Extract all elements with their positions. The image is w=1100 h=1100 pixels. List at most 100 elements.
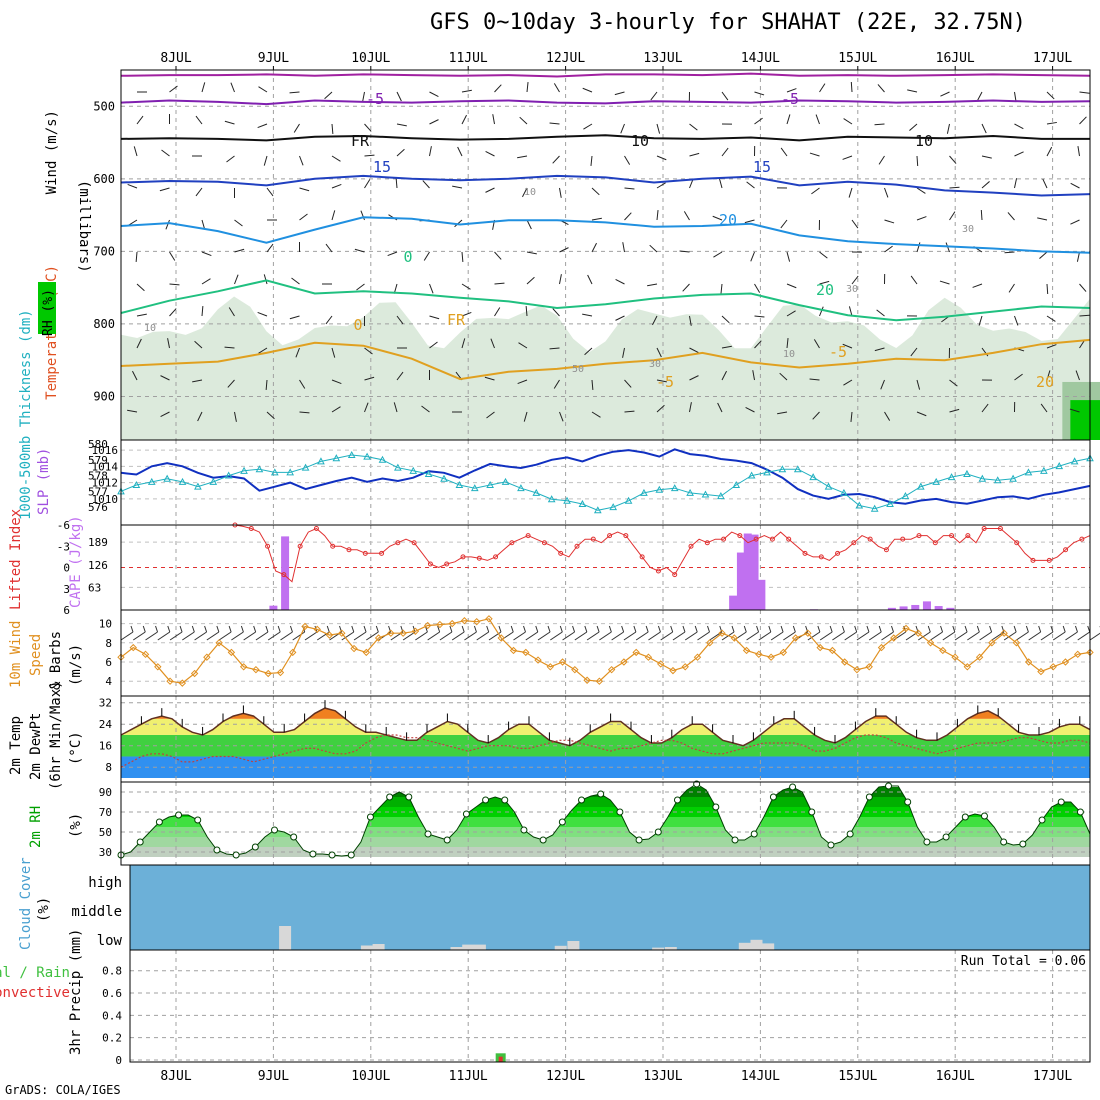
wind-barb — [850, 81, 853, 93]
wind10-marker — [595, 677, 604, 685]
wind10-barb-feather — [878, 625, 882, 633]
wind-barb — [519, 116, 528, 125]
rh-label: 10 — [783, 349, 795, 360]
label-minmax: (6hr Min/Max) — [48, 680, 64, 790]
thickness-marker — [240, 466, 248, 474]
wind-barb — [1079, 116, 1087, 125]
wind-barb — [517, 155, 528, 159]
cape-bar — [736, 552, 745, 610]
wind-barb — [622, 347, 625, 358]
wind-barb — [429, 119, 439, 125]
wind-barb — [258, 347, 268, 354]
wind10-barb-feather — [363, 625, 367, 633]
wind10-barb — [697, 631, 710, 641]
lifted-index-marker — [1079, 536, 1085, 542]
wind10-barb-feather — [1025, 625, 1029, 633]
wind-barb — [624, 410, 635, 413]
wind-barb — [429, 283, 434, 294]
wind-barb — [652, 315, 658, 326]
wind-barb — [331, 347, 336, 358]
wind-barb — [874, 347, 885, 352]
wind-barb — [809, 152, 820, 157]
thickness-line — [120, 454, 1091, 511]
wind-barb — [523, 411, 528, 422]
wind-barb — [1037, 217, 1048, 221]
thickness-marker — [778, 465, 787, 473]
wind-barb — [591, 379, 594, 391]
lifted-index-marker — [558, 550, 564, 556]
rh-marker — [155, 818, 163, 826]
wind-barb — [494, 84, 502, 93]
wind-barb — [457, 146, 463, 157]
wind-barb — [949, 155, 957, 164]
thickness-marker — [793, 465, 802, 473]
thickness-marker — [1055, 462, 1064, 470]
wind-barb — [1046, 121, 1057, 125]
wind-barb — [689, 402, 692, 413]
thickness-marker — [947, 473, 956, 481]
wind10-barb — [672, 631, 686, 641]
wind-barb — [257, 123, 268, 129]
wind-barb — [916, 187, 926, 194]
thickness-marker — [916, 482, 925, 490]
wind-barb — [525, 305, 528, 317]
wind-barb — [842, 343, 853, 349]
wind10-barb-feather — [437, 625, 441, 633]
temp-band — [121, 708, 1090, 719]
wind-barb — [656, 123, 661, 134]
thickness-marker — [163, 474, 171, 482]
wind-barb — [624, 379, 632, 388]
lifted-index-marker — [379, 550, 385, 556]
wind10-barb-feather — [952, 625, 956, 633]
wind10-barb-feather — [498, 625, 502, 633]
rh-marker — [347, 851, 355, 859]
thickness-marker — [409, 466, 418, 474]
wind-barb — [624, 155, 631, 165]
wind-barb — [1046, 344, 1057, 349]
wind10-barb — [439, 631, 453, 641]
wind10-barb — [856, 631, 870, 641]
rh-marker — [539, 836, 547, 844]
lifted-index-marker — [672, 572, 678, 578]
chart-title: GFS 0~10day 3-hourly for SHAHAT (22E, 32… — [430, 10, 1027, 35]
wind-barb — [1079, 314, 1090, 317]
wind-barb — [517, 379, 528, 385]
slp-tick: 1014 — [92, 460, 119, 473]
rh-marker — [616, 808, 624, 816]
wind-barb — [559, 411, 564, 422]
wind-barb — [387, 251, 398, 257]
wind-barb — [484, 376, 495, 381]
wind-barb — [266, 187, 274, 197]
wind-barb — [136, 283, 145, 292]
wind10-marker — [975, 653, 984, 661]
wind10-barb-feather — [976, 625, 980, 633]
wind10-barb-feather — [559, 625, 563, 633]
wind10-marker — [399, 629, 407, 637]
wind-barb — [624, 212, 632, 221]
wind-barb — [423, 251, 430, 261]
wind10-marker — [951, 653, 959, 661]
label-millibars: (millibars) — [76, 180, 92, 273]
thickness-marker — [394, 463, 402, 471]
wind10-barb-feather — [854, 625, 858, 633]
wind-barb — [916, 379, 921, 390]
wind10-barb-feather — [130, 625, 134, 633]
wind-barb — [289, 315, 300, 320]
wind-barb — [1075, 370, 1080, 381]
isotherm-line — [120, 134, 1090, 142]
wind-barb — [299, 379, 306, 389]
wind-barb — [549, 122, 560, 125]
wind-barb — [429, 341, 438, 349]
wind-barb — [949, 186, 960, 189]
wind-barb — [559, 247, 569, 253]
wind-barb — [981, 403, 989, 413]
lifted-index-marker — [281, 572, 287, 578]
cape-bar — [911, 604, 920, 610]
rh-band — [121, 817, 1090, 827]
isotherm-label: FR — [447, 311, 466, 329]
wind10-barb — [1077, 631, 1091, 641]
wind10-barb-feather — [1050, 625, 1054, 633]
thickness-marker — [732, 480, 741, 489]
wind-barb — [461, 311, 472, 317]
wind10-barb-feather — [756, 625, 760, 633]
